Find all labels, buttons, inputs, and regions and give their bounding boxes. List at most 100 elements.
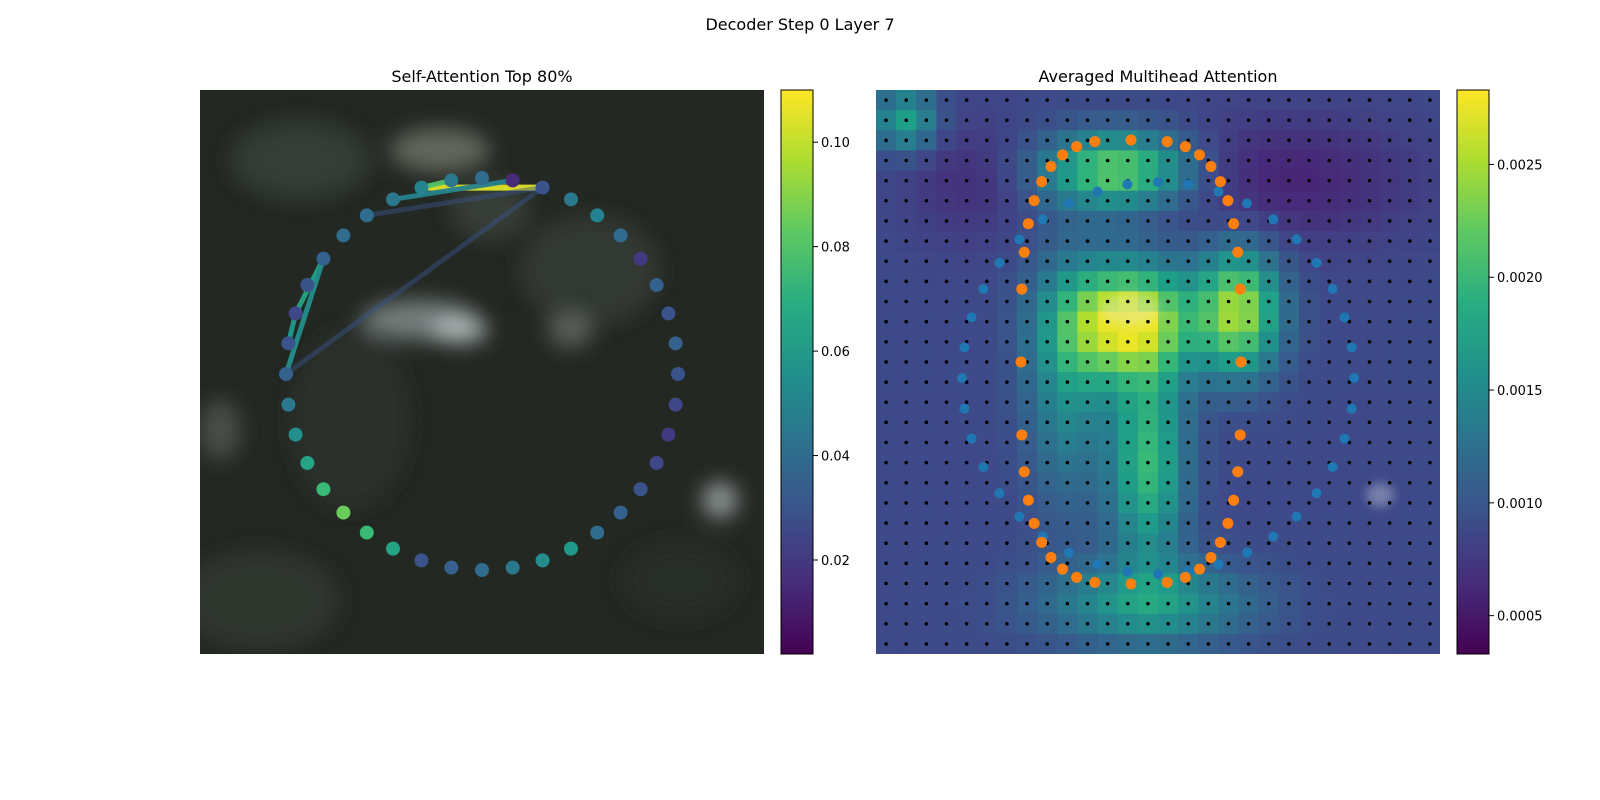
blue-point <box>1349 373 1359 383</box>
grid-marker <box>884 581 888 586</box>
grid-marker <box>1085 621 1090 626</box>
grid-marker <box>1226 420 1231 425</box>
grid-marker <box>1367 541 1372 546</box>
grid-marker <box>904 360 909 364</box>
grid-marker <box>1246 521 1251 525</box>
figure-suptitle: Decoder Step 0 Layer 7 <box>705 15 894 34</box>
attention-point <box>288 427 303 442</box>
grid-marker <box>1428 299 1432 304</box>
grid-marker <box>1166 279 1170 284</box>
grid-marker <box>1105 480 1110 485</box>
grid-marker <box>1045 360 1050 364</box>
grid-marker <box>1266 561 1271 566</box>
attention-point <box>613 505 628 520</box>
grid-marker <box>1327 380 1332 384</box>
grid-marker <box>1065 138 1070 143</box>
grid-marker <box>1105 178 1110 183</box>
grid-marker <box>1186 138 1191 143</box>
grid-marker <box>1287 400 1291 405</box>
attention-point <box>444 560 459 575</box>
grid-marker <box>1085 561 1090 566</box>
grid-marker <box>1347 420 1352 425</box>
grid-marker <box>1186 420 1191 425</box>
grid-marker <box>1428 178 1432 183</box>
grid-marker <box>1428 360 1432 364</box>
grid-marker <box>1105 158 1110 163</box>
grid-marker <box>884 360 888 364</box>
grid-marker <box>1367 178 1372 183</box>
attention-edge <box>364 185 546 218</box>
grid-marker <box>1407 420 1412 425</box>
grid-marker <box>1387 501 1392 505</box>
grid-marker <box>944 400 949 405</box>
grid-marker <box>1146 299 1150 304</box>
orange-point <box>1089 136 1101 148</box>
orange-point <box>1234 283 1246 295</box>
grid-marker <box>1287 138 1291 143</box>
grid-marker <box>1287 621 1291 626</box>
grid-marker <box>884 158 888 163</box>
grid-marker <box>1226 621 1231 626</box>
orange-point <box>1071 141 1083 153</box>
grid-marker <box>984 501 989 505</box>
grid-marker <box>1005 440 1009 445</box>
grid-marker <box>1206 642 1211 646</box>
grid-marker <box>924 360 929 364</box>
grid-marker <box>1287 118 1291 123</box>
grid-marker <box>1367 420 1372 425</box>
grid-marker <box>984 601 989 606</box>
grid-marker <box>1025 339 1029 344</box>
grid-marker <box>1005 360 1009 364</box>
grid-marker <box>1045 521 1050 525</box>
grid-marker <box>1287 299 1291 304</box>
grid-marker <box>1125 98 1130 102</box>
grid-marker <box>1085 178 1090 183</box>
grid-marker <box>1146 621 1150 626</box>
grid-marker <box>1045 420 1050 425</box>
grid-marker <box>1186 360 1191 364</box>
grid-marker <box>1065 400 1070 405</box>
grid-marker <box>1146 561 1150 566</box>
grid-marker <box>1266 138 1271 143</box>
attention-point <box>288 306 303 321</box>
attention-point <box>475 563 489 577</box>
grid-marker <box>1045 561 1050 566</box>
grid-marker <box>964 239 969 243</box>
attention-point <box>300 455 315 470</box>
grid-marker <box>1045 98 1050 102</box>
blue-point <box>1339 312 1350 323</box>
grid-marker <box>1186 581 1191 586</box>
grid-marker <box>1266 521 1271 525</box>
grid-marker <box>944 360 949 364</box>
grid-marker <box>1407 198 1412 203</box>
grid-marker <box>1347 319 1352 324</box>
grid-marker <box>1367 621 1372 626</box>
grid-marker <box>904 480 909 485</box>
grid-marker <box>1025 521 1029 525</box>
right-colorbar-ticks: 0.0005 0.0010 0.0015 0.0020 0.0025 <box>1489 158 1543 625</box>
grid-marker <box>964 158 969 163</box>
orange-point <box>1161 576 1173 588</box>
grid-marker <box>1307 400 1311 405</box>
grid-marker <box>1226 339 1231 344</box>
grid-marker <box>1428 581 1432 586</box>
attention-point <box>414 180 429 195</box>
grid-marker <box>924 561 929 566</box>
left-colorbar-frame <box>780 89 814 655</box>
grid-marker <box>1166 118 1170 123</box>
grid-marker <box>1367 319 1372 324</box>
grid-marker <box>1387 601 1392 606</box>
grid-marker <box>884 642 888 646</box>
grid-marker <box>1428 118 1432 123</box>
grid-marker <box>1005 319 1009 324</box>
grid-marker <box>1005 581 1009 586</box>
grid-marker <box>1387 138 1392 143</box>
grid-marker <box>1125 158 1130 163</box>
blue-point <box>1213 186 1224 197</box>
grid-marker <box>1025 239 1029 243</box>
grid-marker <box>1105 601 1110 606</box>
grid-marker <box>1166 319 1170 324</box>
blue-point <box>1268 531 1279 542</box>
image-overlay <box>1100 294 1394 507</box>
grid-marker <box>924 138 929 143</box>
